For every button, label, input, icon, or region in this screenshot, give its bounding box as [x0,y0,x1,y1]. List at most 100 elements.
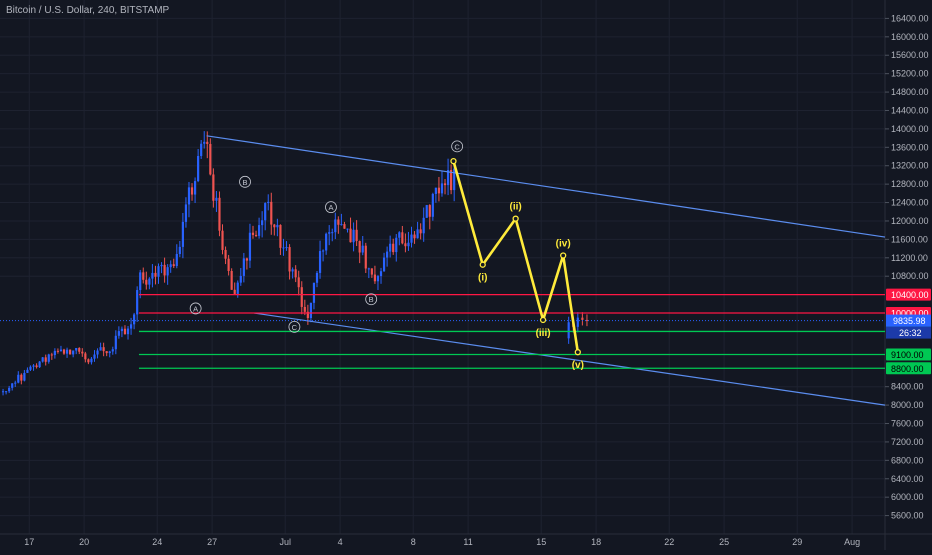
candle-body [355,229,358,242]
candle-body [581,317,584,320]
candle-body [236,282,239,294]
candle-body [75,347,78,351]
time-tick-label: 25 [719,537,729,547]
candle-body [257,225,261,236]
candle-body [343,224,346,229]
candle-body [325,233,328,251]
abc-label-text: C [454,142,460,151]
candle-body [398,232,401,238]
candle-body [410,234,413,243]
candle-body [62,349,66,354]
candle-body [96,350,99,355]
abc-label-circle [325,201,337,214]
wave-label: (ii) [510,202,522,213]
candle-body [416,229,419,239]
candle-body [306,311,309,319]
time-axis: 17 20 24 27 Jul 4 8 11 15 18 22 25 29 Aug [24,537,860,547]
level-price-label: 8800.00 [891,364,924,374]
price-tick-label: 5600.00 [891,511,924,521]
candle-body [303,306,306,312]
candle-body [382,257,386,272]
candle-body [99,347,102,351]
candle-body [175,253,178,267]
candle-body [129,324,133,329]
candle-body [248,232,252,261]
candle-body [450,169,453,191]
time-tick-label: 17 [24,537,34,547]
candle-body [376,276,380,282]
level-price-label: 9100.00 [891,350,924,360]
abc-label-circle [365,293,378,306]
candle-body [38,361,41,368]
candle-body [337,219,340,225]
abc-label-circle [189,302,202,315]
countdown-label: 26:32 [899,328,922,338]
candle-body [297,277,300,288]
candle-body [422,217,425,234]
countdown-badge [886,326,931,339]
abc-label-text: A [193,304,198,313]
candle-body [312,282,316,303]
candle-body [386,251,389,258]
candle-body [151,272,154,279]
candle-body [282,247,285,249]
candle-body [32,365,35,367]
abc-label-text: A [328,203,333,212]
candle-body [215,197,218,201]
candle-body [322,250,325,252]
wave-label: (iv) [556,238,571,249]
candle-body [81,351,84,354]
candle-body [87,359,90,363]
candle-body [328,232,331,234]
candle-body [425,205,428,218]
candle-body [166,267,169,276]
candle-body [309,302,313,319]
candle-body [276,224,279,228]
abc-label-text: C [292,323,298,332]
candle-body [56,350,60,352]
elliott-wave-path [452,160,580,353]
candle-body [346,228,349,230]
candle-body [370,268,373,275]
candle-body [261,220,264,226]
candle-body [443,183,447,186]
candle-body [245,258,248,261]
candle-body [389,243,392,252]
time-tick-label: 11 [463,537,472,547]
price-tick-label: 15200.00 [891,69,929,79]
candle-body [59,349,63,352]
candle-body [181,221,184,247]
candle-body [65,349,69,354]
abc-label-circle [288,320,301,333]
candle-body [273,224,276,228]
candle-body [154,272,157,277]
time-tick-label: 24 [152,537,162,547]
candle-body [108,351,111,354]
candle-body [20,374,23,381]
candle-body [264,203,267,221]
candle-body [251,232,255,235]
candle-body [157,266,160,277]
price-tick-label: 16000.00 [891,32,929,42]
price-tick-label: 7600.00 [891,419,924,429]
candle-body [84,353,87,360]
price-tick-label: 8400.00 [891,382,924,392]
candle-body [218,197,221,231]
candle-body [440,183,444,194]
candle-body [434,187,437,194]
level-price-label: 10000.00 [891,309,929,319]
candle-body [239,275,242,283]
wave-label: (iii) [536,328,551,339]
candle-body [117,331,120,336]
price-tick-label: 6000.00 [891,492,924,502]
candle-body [300,287,303,307]
candle-body [291,269,294,272]
candle-body [242,258,245,276]
level-price-badge [886,348,931,361]
time-tick-label: 8 [411,537,416,547]
price-tick-label: 14800.00 [891,87,929,97]
candle-body [230,270,233,290]
candle-body [41,357,44,362]
